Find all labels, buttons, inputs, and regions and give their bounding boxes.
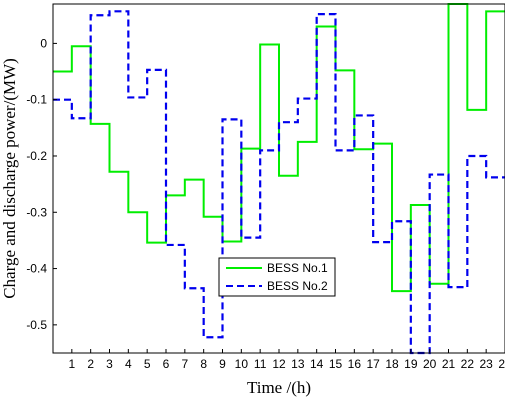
x-tick-label: 23 <box>479 357 493 371</box>
legend-label-bess-2: BESS No.2 <box>267 279 328 293</box>
x-tick-label: 2 <box>87 357 94 371</box>
x-tick-label: 19 <box>404 357 418 371</box>
y-tick-label: -0.2 <box>26 149 47 163</box>
legend-label-bess-1: BESS No.1 <box>267 261 328 275</box>
x-tick-label: 16 <box>348 357 362 371</box>
x-tick-label: 22 <box>461 357 475 371</box>
y-tick-label: -0.1 <box>26 93 47 107</box>
y-tick-label: -0.4 <box>26 262 47 276</box>
ticks-layer: 1234567891011121314151617181920212223240… <box>26 36 505 371</box>
x-tick-label: 18 <box>385 357 399 371</box>
x-tick-label: 12 <box>272 357 286 371</box>
x-tick-label: 11 <box>254 357 267 371</box>
y-tick-label: -0.5 <box>26 318 47 332</box>
x-tick-label: 9 <box>219 357 226 371</box>
x-tick-label: 7 <box>181 357 188 371</box>
series-line-2 <box>53 10 505 355</box>
x-tick-label: 10 <box>235 357 249 371</box>
y-tick-label: -0.3 <box>26 205 47 219</box>
x-tick-label: 8 <box>200 357 207 371</box>
x-tick-label: 20 <box>423 357 437 371</box>
x-tick-label: 24 <box>498 357 505 371</box>
legend-box <box>218 257 336 297</box>
legend: BESS No.1 BESS No.2 <box>218 257 336 297</box>
x-axis-label: Time /(h) <box>247 378 311 397</box>
x-tick-label: 14 <box>310 357 324 371</box>
y-tick-label: 0 <box>40 36 47 50</box>
series-layer <box>53 3 505 355</box>
x-tick-label: 21 <box>442 357 456 371</box>
x-tick-label: 6 <box>163 357 170 371</box>
x-tick-label: 13 <box>291 357 305 371</box>
x-tick-label: 5 <box>144 357 151 371</box>
x-tick-label: 15 <box>329 357 343 371</box>
x-tick-label: 3 <box>106 357 113 371</box>
y-axis-label: Charge and discharge power/(MW) <box>0 58 19 299</box>
x-tick-label: 1 <box>68 357 75 371</box>
x-tick-label: 17 <box>366 357 380 371</box>
x-tick-label: 4 <box>125 357 132 371</box>
